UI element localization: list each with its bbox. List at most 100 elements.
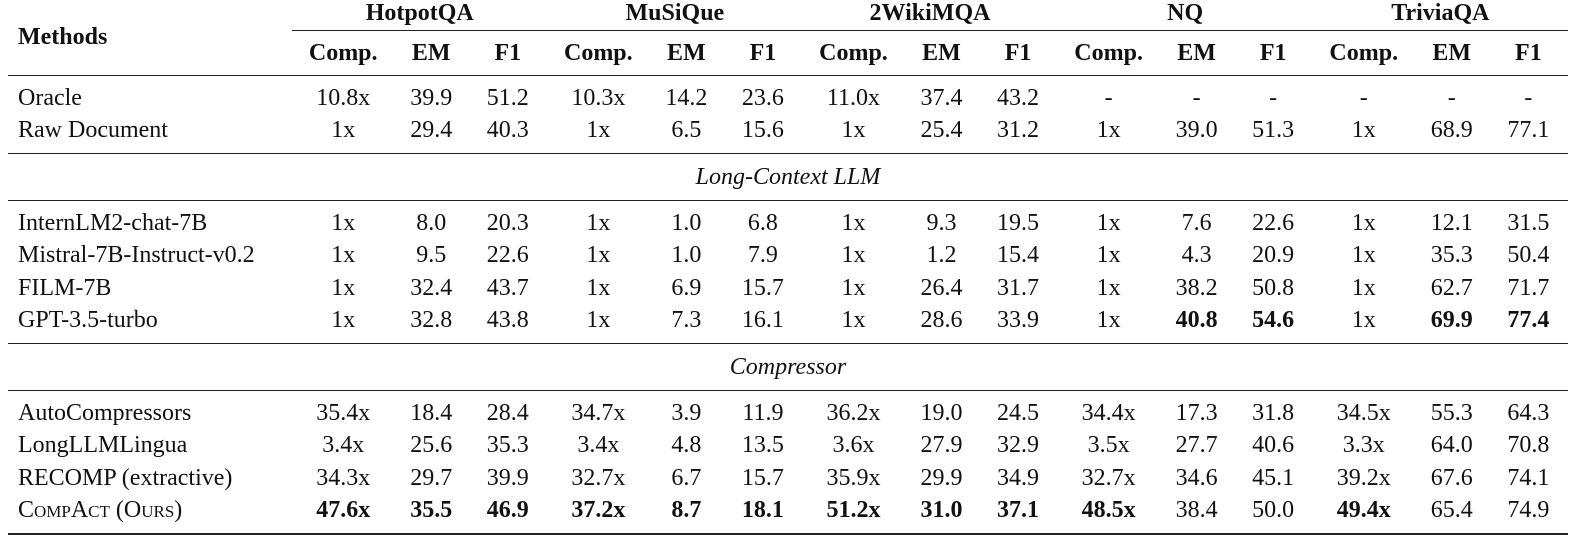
dataset-header-musique: MuSiQue	[547, 0, 803, 31]
table-cell: 1x	[586, 209, 611, 236]
table-cell: 1x	[331, 274, 356, 301]
table-cell: 23.6	[741, 84, 784, 111]
table-cell: 1x	[841, 274, 866, 301]
table-cell: 15.4	[997, 242, 1040, 269]
table-cell: 11.9	[742, 399, 784, 426]
dataset-header-hotpotqa: HotpotQA	[292, 0, 548, 31]
metric-header-f1: F1	[749, 39, 777, 66]
table-cell: 62.7	[1430, 274, 1473, 301]
method-name: Mistral-7B-Instruct-v0.2	[18, 242, 255, 269]
table-cell: 77.4	[1507, 307, 1550, 334]
table-cell: 34.7x	[571, 399, 626, 426]
metric-header-f1: F1	[494, 39, 522, 66]
table-cell: 64.3	[1507, 399, 1550, 426]
method-name: AutoCompressors	[18, 399, 192, 426]
table-cell: 8.7	[649, 494, 724, 535]
table-cell: 38.2	[1175, 274, 1218, 301]
metric-header-comp: Comp.	[1329, 39, 1399, 66]
table-row: FILM-7B 1x 32.4 43.7 1x 6.9 15.7 1x 26.4 31.7 1x 38…	[8, 272, 1568, 305]
table-cell: 71.7	[1507, 274, 1550, 301]
table-cell: 50.0	[1233, 494, 1313, 535]
table-cell: 1x	[1096, 242, 1121, 269]
table-cell: 13.5	[741, 432, 784, 459]
table-row: RECOMP (extractive) 34.3x 29.7 39.9 32.7x 6.7…	[8, 462, 1568, 495]
table-cell: 28.4	[486, 399, 529, 426]
table-cell: 1x	[586, 117, 611, 144]
table-cell: 1x	[1351, 242, 1376, 269]
table-cell: 25.4	[920, 117, 963, 144]
table-cell: 11.0x	[826, 84, 881, 111]
table-cell: 15.7	[741, 464, 784, 491]
table-cell: 1x	[1351, 117, 1376, 144]
table-cell: 55.3	[1430, 399, 1473, 426]
table-cell: -	[1524, 84, 1533, 111]
table-cell: 37.2x	[547, 494, 650, 535]
table-cell: 1.0	[671, 209, 702, 236]
table-cell: 18.1	[723, 494, 803, 535]
table-cell: 35.3	[486, 432, 529, 459]
table-cell: 1x	[586, 307, 611, 334]
table-cell: 40.6	[1252, 432, 1295, 459]
table-cell: 1.0	[671, 242, 702, 269]
table-cell: 1x	[586, 242, 611, 269]
table-cell: 64.0	[1430, 432, 1473, 459]
table-cell: 34.3x	[316, 464, 371, 491]
table-cell: 1x	[331, 242, 356, 269]
table-cell: 50.8	[1252, 274, 1295, 301]
table-cell: 31.0	[904, 494, 979, 535]
table-cell: 15.7	[741, 274, 784, 301]
table-cell: 68.9	[1430, 117, 1473, 144]
table-cell: -	[1192, 84, 1201, 111]
metric-header-em: EM	[922, 39, 961, 66]
table-cell: 39.2x	[1336, 464, 1391, 491]
table-row: LongLLMLingua 3.4x 25.6 35.3 3.4x 4.8 13.5 3.6x…	[8, 430, 1568, 463]
table-cell: 51.3	[1252, 117, 1295, 144]
metric-header-comp: Comp.	[1074, 39, 1143, 66]
table-cell: 31.5	[1507, 209, 1550, 236]
table-cell: 27.9	[920, 432, 963, 459]
dataset-header-triviaqa: TriviaQA	[1312, 0, 1568, 31]
table-cell: 26.4	[920, 274, 963, 301]
table-cell: 1x	[1351, 209, 1376, 236]
table-cell: 10.3x	[571, 84, 626, 111]
table-cell: 16.1	[741, 307, 784, 334]
table-cell: 20.9	[1252, 242, 1295, 269]
table-cell: 3.3x	[1342, 432, 1385, 459]
table-cell: 34.5x	[1336, 399, 1391, 426]
table-cell: 17.3	[1175, 399, 1218, 426]
table-cell: 65.4	[1414, 494, 1489, 535]
section-title: Long-Context LLM	[8, 153, 1568, 201]
table-cell: 47.6x	[292, 494, 395, 535]
table-cell: 9.5	[416, 242, 447, 269]
dataset-header-nq: NQ	[1057, 0, 1313, 31]
table-cell: 3.9	[671, 399, 702, 426]
table-cell: 1x	[331, 117, 356, 144]
table-cell: 37.1	[978, 494, 1058, 535]
method-name: RECOMP (extractive)	[18, 464, 233, 491]
table-cell: 51.2x	[802, 494, 905, 535]
table-row: Oracle 10.8x 39.9 51.2 10.3x 14.2 23.6 11.0x 37.…	[8, 76, 1568, 115]
table-cell: 22.6	[1252, 209, 1295, 236]
table-cell: -	[1359, 84, 1368, 111]
table-cell: 43.8	[486, 307, 529, 334]
table-cell: 1.2	[926, 242, 957, 269]
table-cell: 1x	[1096, 274, 1121, 301]
table-cell: 18.4	[410, 399, 453, 426]
results-table: Methods HotpotQA MuSiQue 2WikiMQA NQ Tri…	[8, 0, 1568, 535]
table-cell: 6.5	[671, 117, 702, 144]
table-cell: 40.8	[1175, 307, 1218, 334]
table-cell: 46.9	[468, 494, 548, 535]
table-cell: 31.8	[1252, 399, 1295, 426]
table-cell: 1x	[1096, 117, 1121, 144]
table-cell: 1x	[1096, 209, 1121, 236]
table-cell: 7.3	[671, 307, 702, 334]
table-cell: 10.8x	[316, 84, 371, 111]
section-header-row: Long-Context LLM	[8, 153, 1568, 201]
table-cell: 28.6	[920, 307, 963, 334]
table-cell: 29.9	[920, 464, 963, 491]
table-cell: 9.3	[926, 209, 957, 236]
table-cell: 29.7	[410, 464, 453, 491]
table-cell: 29.4	[410, 117, 453, 144]
table-cell: 38.4	[1159, 494, 1234, 535]
table-row: InternLM2-chat-7B 1x 8.0 20.3 1x 1.0 6.8 1x 9.3 1…	[8, 201, 1568, 240]
